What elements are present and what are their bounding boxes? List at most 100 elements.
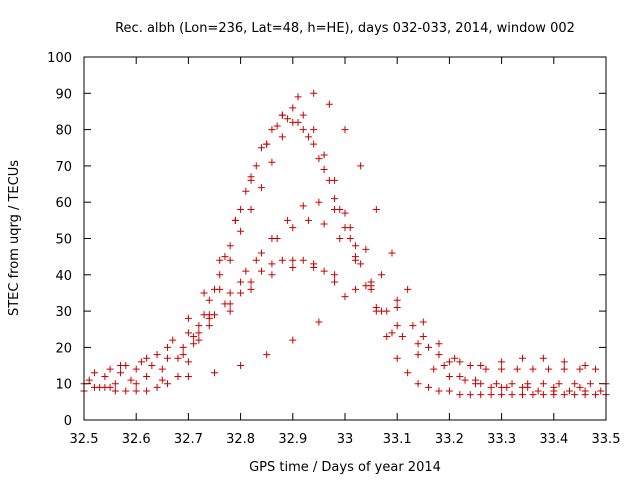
y-tick-label: 20 xyxy=(55,341,72,356)
axis-ticks: 32.5 32.6 32.7 32.8 32.9 33 33.1 33.2 33.3 33.4 33… xyxy=(47,51,620,447)
data-point xyxy=(315,155,323,163)
x-tick-label: 32.7 xyxy=(174,432,203,447)
data-point xyxy=(205,322,213,330)
data-point xyxy=(524,383,532,391)
data-point xyxy=(565,387,573,395)
data-point xyxy=(508,391,516,399)
data-point xyxy=(320,267,328,275)
data-point xyxy=(90,369,98,377)
data-point xyxy=(341,293,349,301)
data-point xyxy=(336,205,344,213)
data-point xyxy=(477,380,485,388)
data-point xyxy=(231,216,239,224)
y-tick-label: 50 xyxy=(55,233,72,248)
x-tick-label: 33.5 xyxy=(592,432,621,447)
data-point xyxy=(226,289,234,297)
data-point xyxy=(571,380,579,388)
data-point xyxy=(315,318,323,326)
y-tick-label: 70 xyxy=(55,160,72,175)
data-point xyxy=(237,289,245,297)
data-point xyxy=(237,362,245,370)
data-point xyxy=(331,195,339,203)
data-point xyxy=(132,387,140,395)
data-point xyxy=(331,278,339,286)
data-point xyxy=(388,329,396,337)
data-point xyxy=(367,285,375,293)
data-point xyxy=(581,362,589,370)
data-point xyxy=(216,271,224,279)
data-point xyxy=(539,391,547,399)
data-point xyxy=(153,351,161,359)
data-point xyxy=(226,300,234,308)
y-tick-label: 30 xyxy=(55,305,72,320)
data-point xyxy=(378,271,386,279)
data-point xyxy=(545,365,553,373)
data-point xyxy=(111,387,119,395)
data-point xyxy=(435,351,443,359)
data-point xyxy=(153,383,161,391)
data-point xyxy=(106,365,114,373)
data-point xyxy=(440,362,448,370)
data-point xyxy=(132,365,140,373)
data-point xyxy=(304,133,312,141)
data-point xyxy=(299,256,307,264)
x-tick-label: 32.8 xyxy=(226,432,255,447)
data-point xyxy=(414,340,422,348)
x-tick-label: 32.9 xyxy=(278,432,307,447)
data-point xyxy=(179,343,187,351)
data-point xyxy=(299,126,307,134)
data-point xyxy=(294,118,302,126)
data-point xyxy=(96,383,104,391)
data-point xyxy=(158,365,166,373)
data-point xyxy=(158,376,166,384)
x-tick-label: 33 xyxy=(337,432,354,447)
data-point xyxy=(529,391,537,399)
data-point xyxy=(226,307,234,315)
data-point xyxy=(492,380,500,388)
x-axis-label: GPS time / Days of year 2014 xyxy=(249,460,441,475)
data-point xyxy=(195,336,203,344)
data-point xyxy=(143,372,151,380)
data-point xyxy=(174,354,182,362)
data-point xyxy=(393,322,401,330)
data-point xyxy=(346,235,354,242)
data-point xyxy=(304,216,312,224)
data-point xyxy=(320,220,328,228)
data-point xyxy=(414,380,422,388)
data-point xyxy=(257,267,265,275)
data-point xyxy=(581,387,589,395)
data-point xyxy=(310,89,318,97)
data-point xyxy=(184,372,192,380)
data-point xyxy=(508,380,516,388)
data-point xyxy=(586,380,594,388)
data-point xyxy=(148,362,156,370)
data-point xyxy=(211,285,218,293)
data-point xyxy=(289,104,297,112)
data-point xyxy=(247,205,255,213)
x-tick-label: 33.3 xyxy=(487,432,516,447)
data-point xyxy=(237,205,245,213)
data-point xyxy=(513,365,521,373)
data-point xyxy=(247,278,255,286)
data-point xyxy=(341,209,349,217)
data-point xyxy=(184,358,192,366)
data-point xyxy=(111,380,119,388)
data-point xyxy=(451,354,459,362)
data-point xyxy=(299,111,307,119)
data-point xyxy=(143,354,151,362)
data-point xyxy=(383,333,391,341)
data-point xyxy=(482,365,490,373)
data-point xyxy=(404,369,412,377)
data-point xyxy=(398,333,406,341)
data-point xyxy=(445,387,453,395)
data-point xyxy=(456,391,464,399)
data-point xyxy=(200,311,208,319)
data-point xyxy=(560,391,568,399)
data-point xyxy=(477,391,485,399)
data-point xyxy=(331,271,339,279)
data-point xyxy=(242,187,250,195)
y-tick-label: 40 xyxy=(55,269,72,284)
data-point xyxy=(263,351,271,359)
data-point xyxy=(284,115,292,123)
